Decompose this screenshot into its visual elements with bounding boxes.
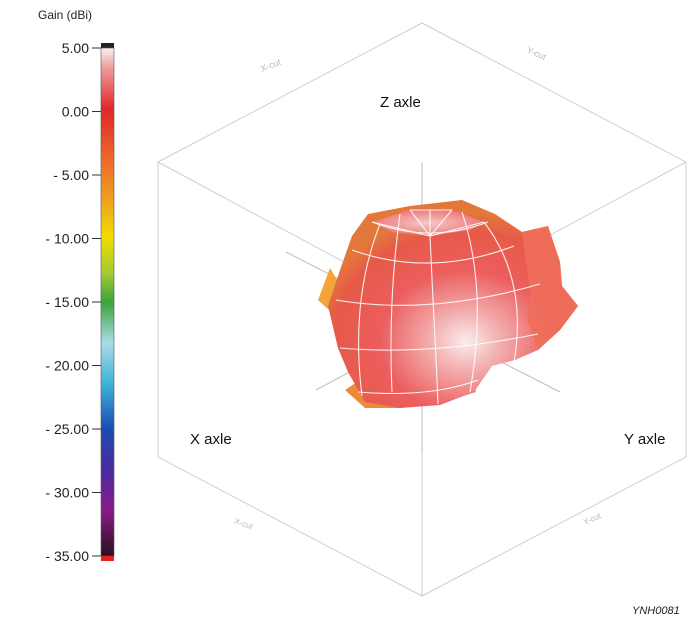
box-label-bottom-left: X-cut — [233, 516, 254, 531]
box-label-bottom-right: Y-cut — [582, 511, 603, 527]
colorbar-title: Gain (dBi) — [38, 8, 92, 22]
colorbar-tick-label: - 10.00 — [45, 231, 89, 247]
colorbar-tick-label: 0.00 — [62, 104, 89, 120]
colorbar-tick-label: - 25.00 — [45, 421, 89, 437]
colorbar-ticks: 5.00 0.00 - 5.00 - 10.00 - 15.00 - 20.00 - 25.… — [45, 40, 101, 564]
surface-right-lobe — [522, 226, 578, 350]
colorbar-tick-label: 5.00 — [62, 40, 89, 56]
figure-id: YNH0081 — [632, 605, 680, 617]
colorbar-tick-label: - 5.00 — [53, 167, 89, 183]
colorbar-tick-label: - 15.00 — [45, 294, 89, 310]
y-axis-label: Y axle — [624, 431, 665, 448]
z-axis-label: Z axle — [380, 94, 421, 111]
colorbar-gradient — [100, 47, 115, 557]
radiation-pattern-surface — [318, 200, 578, 408]
box-label-top-left: X-cut — [259, 57, 283, 74]
colorbar-tick-label: - 20.00 — [45, 358, 89, 374]
colorbar-top-marker — [101, 43, 114, 48]
colorbar-bottom-marker — [101, 556, 114, 561]
colorbar-tick-label: - 35.00 — [45, 548, 89, 564]
colorbar-tick-label: - 30.00 — [45, 485, 89, 501]
box-label-top-right: Y-cut — [525, 45, 548, 63]
surface-mesh — [335, 209, 541, 405]
x-axis-label: X axle — [190, 431, 232, 448]
